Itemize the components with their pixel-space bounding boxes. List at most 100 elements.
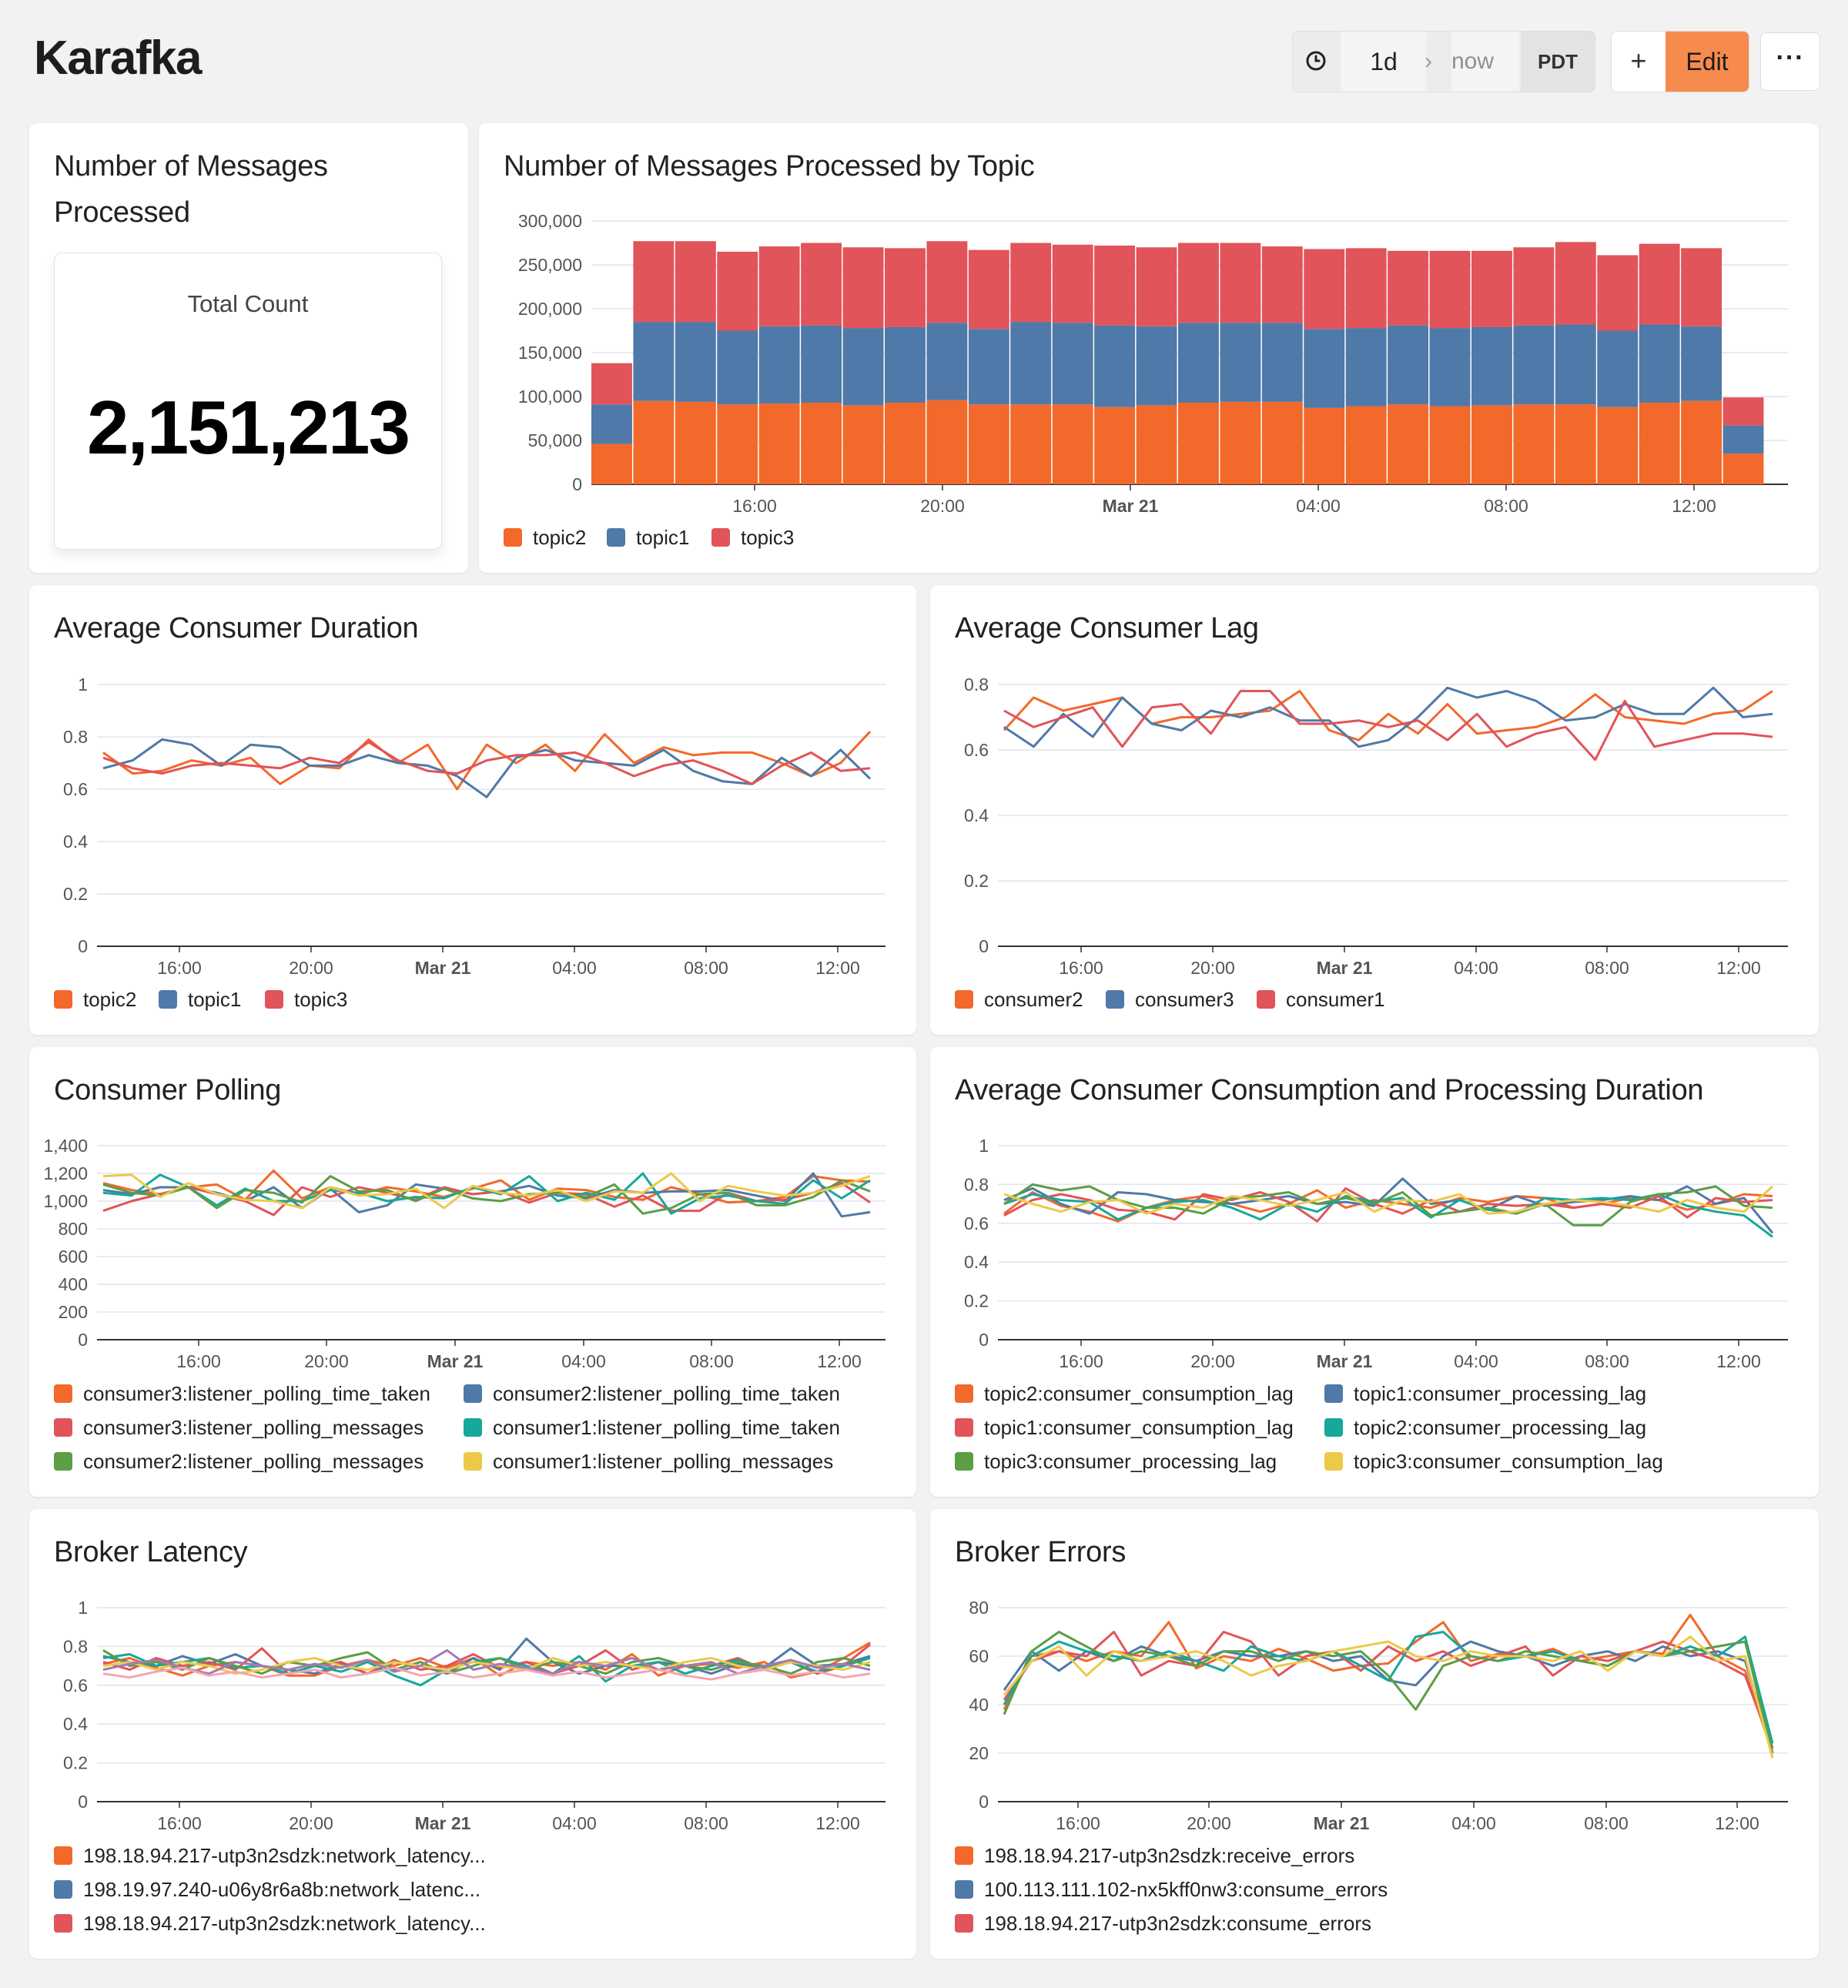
- legend-item-100.113.111.102-nx5kff0nw3:consume_errors[interactable]: 100.113.111.102-nx5kff0nw3:consume_error…: [955, 1878, 1388, 1901]
- series-line-topic3:consumer_processing_lag[interactable]: [1003, 1183, 1773, 1227]
- bar-segment-topic1[interactable]: [1304, 329, 1345, 408]
- add-button[interactable]: +: [1630, 45, 1647, 76]
- legend-item-consumer2:listener_polling_time_taken[interactable]: consumer2:listener_polling_time_taken: [464, 1382, 840, 1405]
- bar-segment-topic1[interactable]: [1471, 326, 1512, 406]
- edit-button[interactable]: Edit: [1666, 32, 1749, 92]
- bar-segment-topic1[interactable]: [1681, 326, 1722, 401]
- bar-segment-topic3[interactable]: [591, 363, 632, 405]
- bar-segment-topic1[interactable]: [842, 328, 884, 406]
- clock-button[interactable]: [1293, 32, 1341, 92]
- bar-segment-topic2[interactable]: [1345, 406, 1387, 484]
- time-end-button[interactable]: now: [1451, 32, 1519, 92]
- series-line-topic3[interactable]: [102, 741, 871, 785]
- bar-segment-topic1[interactable]: [1010, 322, 1052, 405]
- bar-segment-topic1[interactable]: [591, 404, 632, 444]
- legend-item-topic1:consumer_consumption_lag[interactable]: topic1:consumer_consumption_lag: [955, 1416, 1294, 1439]
- bar-segment-topic1[interactable]: [1429, 328, 1471, 407]
- bar-segment-topic2[interactable]: [675, 401, 716, 484]
- series-line-consumer2:listener_polling_messages[interactable]: [102, 1175, 871, 1215]
- bar-segment-topic2[interactable]: [1471, 405, 1512, 484]
- bar-segment-topic1[interactable]: [926, 323, 968, 400]
- series-line-topic3:consumer_consumption_lag[interactable]: [1003, 1185, 1773, 1215]
- bar-segment-topic1[interactable]: [1052, 323, 1093, 405]
- bar-segment-topic3[interactable]: [885, 248, 926, 327]
- bar-segment-topic2[interactable]: [1220, 401, 1261, 484]
- bar-segment-topic3[interactable]: [1052, 244, 1093, 323]
- bar-segment-topic1[interactable]: [885, 326, 926, 403]
- bar-segment-topic3[interactable]: [1304, 249, 1345, 330]
- bar-segment-topic2[interactable]: [717, 404, 758, 484]
- bar-segment-topic2[interactable]: [1722, 453, 1764, 484]
- bar-segment-topic3[interactable]: [1094, 245, 1136, 326]
- legend-item-topic2:consumer_processing_lag[interactable]: topic2:consumer_processing_lag: [1324, 1416, 1646, 1439]
- series-line-consumer1:listener_polling_messages[interactable]: [102, 1172, 871, 1210]
- legend-item-198.18.94.217-utp3n2sdzk:consume_errors[interactable]: 198.18.94.217-utp3n2sdzk:consume_errors: [955, 1912, 1371, 1935]
- legend-item-topic1[interactable]: topic1: [607, 526, 689, 549]
- legend-item-consumer3[interactable]: consumer3: [1106, 988, 1234, 1011]
- bar-segment-topic3[interactable]: [1010, 243, 1052, 323]
- bar-segment-topic2[interactable]: [926, 400, 968, 484]
- bar-segment-topic3[interactable]: [1555, 242, 1596, 325]
- bar-segment-topic3[interactable]: [633, 241, 675, 323]
- bar-segment-topic1[interactable]: [1597, 330, 1639, 407]
- legend-item-198.18.94.217-utp3n2sdzk:network_latency...[interactable]: 198.18.94.217-utp3n2sdzk:network_latency…: [54, 1844, 486, 1867]
- bar-segment-topic3[interactable]: [1429, 250, 1471, 329]
- legend-item-topic3:consumer_processing_lag[interactable]: topic3:consumer_processing_lag: [955, 1450, 1277, 1473]
- bar-segment-topic3[interactable]: [801, 243, 842, 326]
- legend-item-consumer1:listener_polling_messages[interactable]: consumer1:listener_polling_messages: [464, 1450, 833, 1473]
- bar-segment-topic2[interactable]: [968, 404, 1009, 484]
- legend-item-topic3[interactable]: topic3: [265, 988, 347, 1011]
- series-line-consumer1[interactable]: [1003, 690, 1773, 761]
- bar-segment-topic1[interactable]: [758, 326, 800, 404]
- bar-segment-topic3[interactable]: [1261, 246, 1303, 323]
- bar-segment-topic2[interactable]: [1052, 404, 1093, 484]
- bar-segment-topic2[interactable]: [1429, 406, 1471, 484]
- bar-segment-topic1[interactable]: [1136, 326, 1177, 406]
- bar-segment-topic2[interactable]: [1597, 407, 1639, 484]
- bar-segment-topic3[interactable]: [1681, 248, 1722, 326]
- series-line-198.18.94.217-utp3n2sdzk:receive_errors[interactable]: [1003, 1613, 1774, 1754]
- series-line-198.18.94.217-utp3n2sdzk:network_latency[interactable]: [102, 1653, 871, 1687]
- bar-segment-topic1[interactable]: [1261, 323, 1303, 402]
- bar-segment-topic3[interactable]: [1513, 247, 1555, 326]
- legend-item-consumer1:listener_polling_time_taken[interactable]: consumer1:listener_polling_time_taken: [464, 1416, 840, 1439]
- bar-segment-topic2[interactable]: [1094, 407, 1136, 484]
- bar-segment-topic2[interactable]: [1639, 402, 1680, 484]
- bar-segment-topic3[interactable]: [1639, 243, 1680, 325]
- bar-segment-topic1[interactable]: [675, 322, 716, 402]
- bar-segment-topic2[interactable]: [801, 402, 842, 484]
- bar-segment-topic3[interactable]: [1178, 243, 1219, 323]
- series-line-topic1[interactable]: [102, 738, 872, 798]
- bar-segment-topic1[interactable]: [968, 329, 1009, 405]
- bar-segment-topic2[interactable]: [1555, 404, 1596, 484]
- bar-segment-topic1[interactable]: [1094, 325, 1136, 407]
- bar-segment-topic1[interactable]: [633, 322, 675, 401]
- series-line-consumer3:listener_polling_time_taken[interactable]: [102, 1169, 871, 1204]
- bar-segment-topic1[interactable]: [801, 325, 842, 403]
- legend-item-198.19.97.240-u06y8r6a8b:network_latenc...[interactable]: 198.19.97.240-u06y8r6a8b:network_latenc.…: [54, 1878, 480, 1901]
- bar-segment-topic1[interactable]: [1178, 323, 1219, 403]
- legend-item-198.18.94.217-utp3n2sdzk:network_latency...[interactable]: 198.18.94.217-utp3n2sdzk:network_latency…: [54, 1912, 486, 1935]
- legend-item-topic2:consumer_consumption_lag[interactable]: topic2:consumer_consumption_lag: [955, 1382, 1294, 1405]
- legend-item-topic3[interactable]: topic3: [711, 526, 794, 549]
- bar-segment-topic2[interactable]: [1304, 407, 1345, 484]
- series-line-broker-latency-8[interactable]: [102, 1666, 871, 1681]
- bar-segment-topic1[interactable]: [1513, 325, 1555, 405]
- bar-segment-topic1[interactable]: [1555, 324, 1596, 405]
- bar-segment-topic3[interactable]: [1220, 243, 1261, 323]
- bar-segment-topic1[interactable]: [717, 330, 758, 405]
- bar-segment-topic3[interactable]: [1471, 250, 1512, 327]
- series-line-broker-errors-6[interactable]: [1003, 1635, 1774, 1759]
- bar-segment-topic3[interactable]: [1136, 247, 1177, 326]
- bar-segment-topic2[interactable]: [842, 405, 884, 484]
- legend-item-consumer1[interactable]: consumer1: [1257, 988, 1385, 1011]
- bar-segment-topic1[interactable]: [1220, 323, 1261, 402]
- bar-segment-topic2[interactable]: [885, 402, 926, 484]
- bar-segment-topic2[interactable]: [1681, 400, 1722, 484]
- legend-item-topic3:consumer_consumption_lag[interactable]: topic3:consumer_consumption_lag: [1324, 1450, 1663, 1473]
- legend-item-consumer3:listener_polling_time_taken[interactable]: consumer3:listener_polling_time_taken: [54, 1382, 430, 1405]
- bar-segment-topic3[interactable]: [842, 247, 884, 329]
- bar-segment-topic2[interactable]: [633, 400, 675, 484]
- time-range-picker[interactable]: 1d › now PDT: [1292, 31, 1595, 92]
- bar-segment-topic3[interactable]: [1597, 255, 1639, 331]
